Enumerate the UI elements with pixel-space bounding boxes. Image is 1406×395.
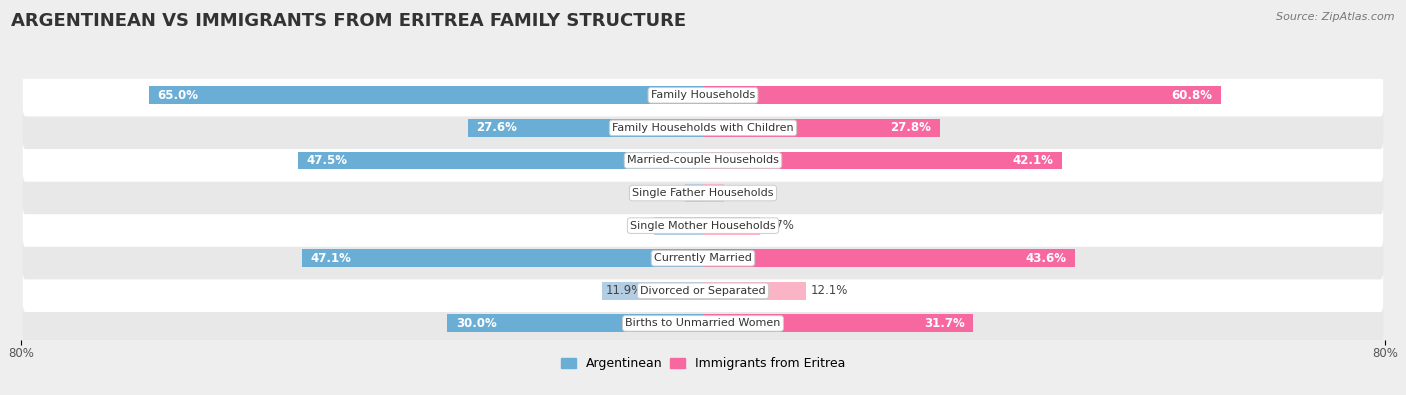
- Text: Single Mother Households: Single Mother Households: [630, 221, 776, 231]
- Bar: [298, 152, 703, 169]
- Text: Family Households: Family Households: [651, 90, 755, 100]
- Text: 27.8%: 27.8%: [890, 121, 931, 134]
- Bar: [703, 184, 724, 202]
- Text: ARGENTINEAN VS IMMIGRANTS FROM ERITREA FAMILY STRUCTURE: ARGENTINEAN VS IMMIGRANTS FROM ERITREA F…: [11, 12, 686, 30]
- Bar: [149, 87, 703, 104]
- Bar: [301, 249, 703, 267]
- Text: Divorced or Separated: Divorced or Separated: [640, 286, 766, 296]
- Text: 2.1%: 2.1%: [689, 186, 720, 199]
- FancyBboxPatch shape: [22, 172, 1384, 214]
- Text: Currently Married: Currently Married: [654, 253, 752, 263]
- Bar: [703, 282, 806, 300]
- Bar: [703, 217, 761, 235]
- Text: 11.9%: 11.9%: [606, 284, 643, 297]
- FancyBboxPatch shape: [22, 74, 1384, 117]
- Bar: [685, 184, 703, 202]
- FancyBboxPatch shape: [22, 107, 1384, 149]
- Text: 6.7%: 6.7%: [765, 219, 794, 232]
- Bar: [703, 152, 1062, 169]
- Text: 43.6%: 43.6%: [1025, 252, 1066, 265]
- Text: 47.1%: 47.1%: [311, 252, 352, 265]
- Bar: [703, 119, 941, 137]
- Legend: Argentinean, Immigrants from Eritrea: Argentinean, Immigrants from Eritrea: [555, 352, 851, 375]
- Text: 2.5%: 2.5%: [728, 186, 758, 199]
- FancyBboxPatch shape: [22, 237, 1384, 279]
- Text: 42.1%: 42.1%: [1012, 154, 1053, 167]
- Text: Births to Unmarried Women: Births to Unmarried Women: [626, 318, 780, 328]
- Bar: [468, 119, 703, 137]
- Bar: [703, 87, 1222, 104]
- Bar: [703, 314, 973, 332]
- Bar: [703, 249, 1074, 267]
- Text: 27.6%: 27.6%: [477, 121, 517, 134]
- FancyBboxPatch shape: [22, 139, 1384, 182]
- Bar: [654, 217, 703, 235]
- Text: 47.5%: 47.5%: [307, 154, 347, 167]
- FancyBboxPatch shape: [22, 205, 1384, 247]
- Text: 60.8%: 60.8%: [1171, 89, 1213, 102]
- Bar: [602, 282, 703, 300]
- Text: Family Households with Children: Family Households with Children: [612, 123, 794, 133]
- Text: 65.0%: 65.0%: [157, 89, 198, 102]
- Bar: [447, 314, 703, 332]
- FancyBboxPatch shape: [22, 302, 1384, 344]
- Text: 30.0%: 30.0%: [456, 317, 496, 330]
- Text: 5.8%: 5.8%: [658, 219, 688, 232]
- Text: Source: ZipAtlas.com: Source: ZipAtlas.com: [1277, 12, 1395, 22]
- FancyBboxPatch shape: [22, 270, 1384, 312]
- Text: 12.1%: 12.1%: [810, 284, 848, 297]
- Text: Married-couple Households: Married-couple Households: [627, 156, 779, 166]
- Text: Single Father Households: Single Father Households: [633, 188, 773, 198]
- Text: 31.7%: 31.7%: [924, 317, 965, 330]
